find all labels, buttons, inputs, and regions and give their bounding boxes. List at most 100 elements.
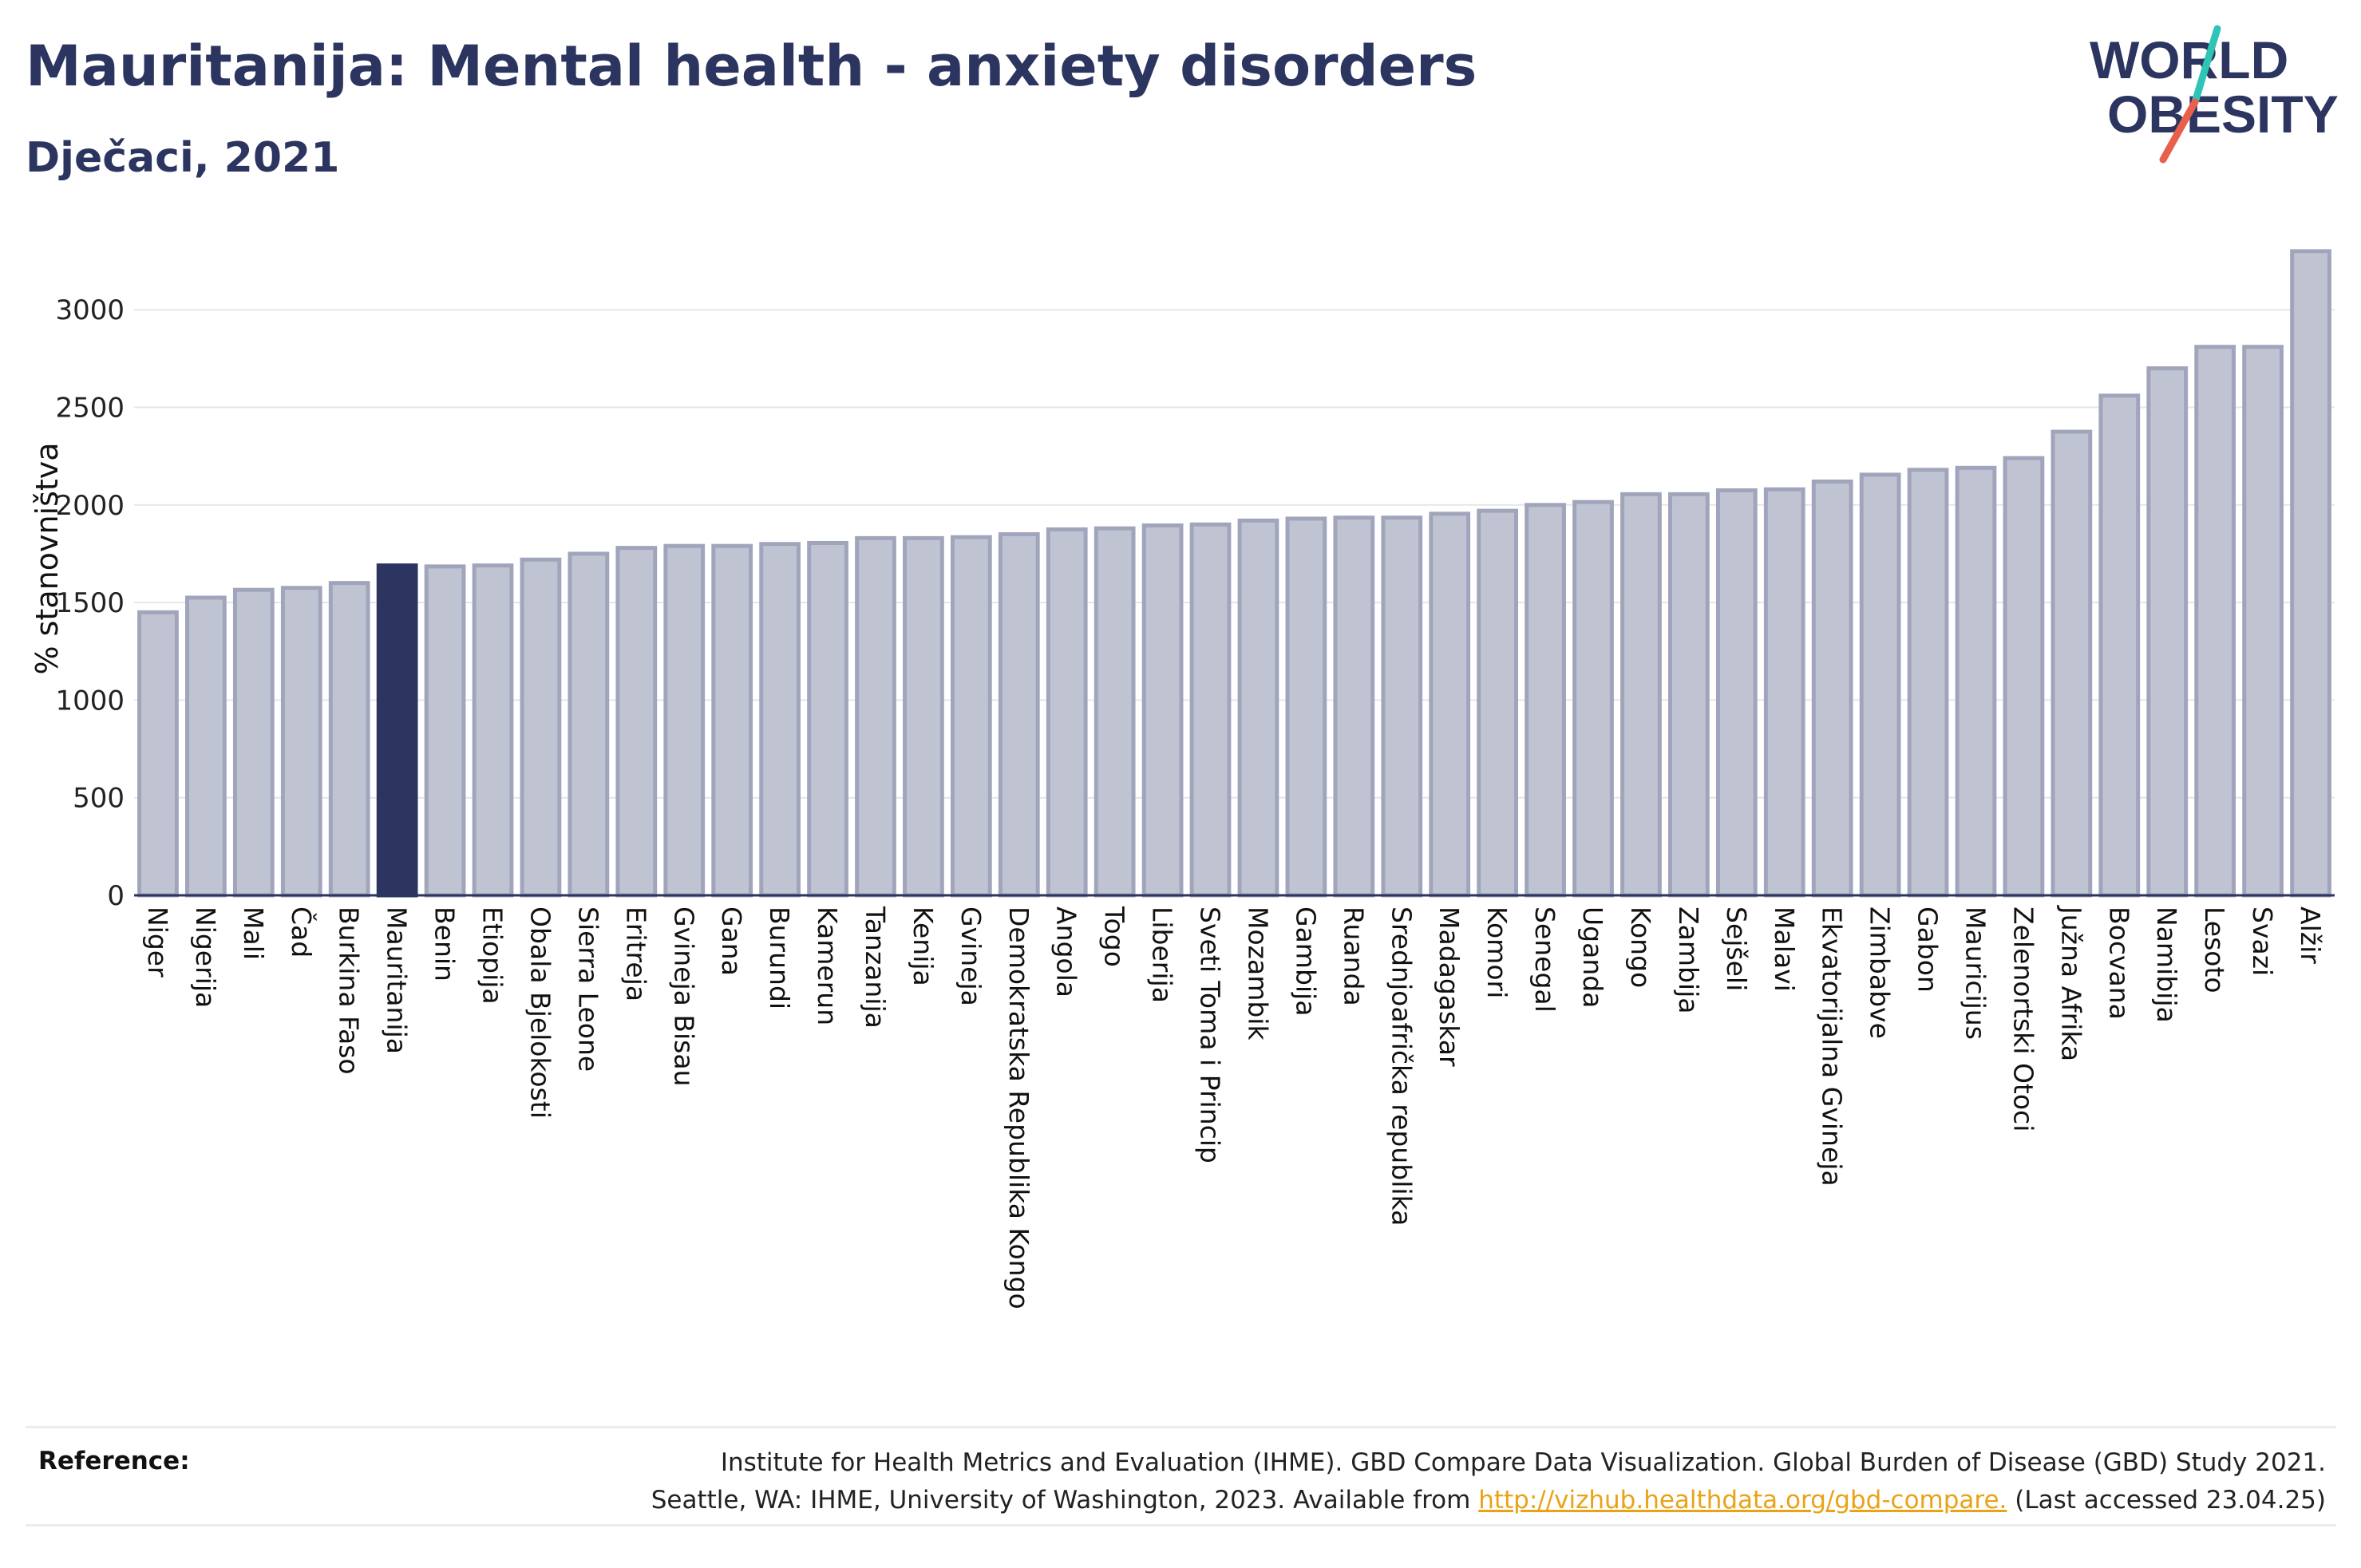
bar [2242, 345, 2284, 898]
x-tick-label: Tanzanija [860, 906, 891, 1029]
bar [137, 610, 179, 898]
x-tick-label: Burkina Faso [334, 906, 365, 1075]
y-tick-label: 2000 [55, 490, 125, 522]
y-tick-label: 0 [107, 880, 125, 912]
bar [1429, 511, 1471, 898]
logo-slash-red [2159, 98, 2199, 164]
reference-link[interactable]: http://vizhub.healthdata.org/gbd-compare… [1478, 1486, 2007, 1515]
bar [1381, 515, 1423, 898]
bar [232, 587, 275, 898]
y-axis-label: % stanovništva [30, 442, 65, 674]
bar [2290, 249, 2331, 898]
bar [759, 542, 801, 898]
x-tick-label: Mauricijus [1960, 906, 1991, 1040]
bar [568, 551, 610, 898]
x-tick-label: Gambija [1290, 906, 1321, 1016]
x-tick-label: Mali [238, 906, 269, 960]
bar [711, 543, 753, 898]
x-tick-label: Eritreja [620, 906, 651, 1001]
x-tick-label: Ruanda [1338, 906, 1369, 1006]
bar [1620, 492, 1662, 898]
bar [2003, 456, 2045, 898]
x-tick-label: Sveti Toma i Princip [1195, 906, 1226, 1163]
bar [472, 563, 514, 898]
bar [520, 557, 562, 898]
x-tick-label: Svazi [2247, 906, 2278, 976]
x-tick-label: Komori [1481, 906, 1513, 998]
bar [1477, 508, 1519, 898]
x-tick-label: Kamerun [812, 906, 843, 1025]
bar [1668, 492, 1710, 898]
y-tick-label: 1000 [55, 685, 125, 717]
x-tick-label: Burundi [764, 906, 795, 1009]
bar [1715, 488, 1758, 898]
bar [1237, 518, 1279, 898]
world-obesity-logo: WORLD OBESITY [2090, 25, 2339, 164]
bars [137, 249, 2331, 898]
x-tick-label: Mauritanija [382, 906, 413, 1054]
x-tick-label: Južna Afrika [2055, 905, 2086, 1061]
x-tick-label: Ekvatorijalna Gvineja [1817, 906, 1848, 1187]
bar [424, 564, 466, 898]
bar [1907, 468, 1949, 898]
x-tick-label: Gvineja Bisau [668, 906, 699, 1087]
x-tick-label: Gana [716, 906, 747, 976]
labels: 0 500 1000 1500 2000 2500 3000 Niger Nigerija Mal… [30, 294, 2326, 1309]
bar [2194, 345, 2236, 898]
chart-subtitle: Dječaci, 2021 [26, 134, 340, 182]
x-tick-label: Bocvana [2103, 906, 2134, 1020]
footer-divider-top [26, 1426, 2336, 1428]
x-tick-label: Sierra Leone [572, 906, 603, 1072]
bar [1955, 465, 1997, 898]
bar [1333, 515, 1375, 898]
x-tick-label: Mozambik [1242, 906, 1273, 1041]
x-tick-label: Etiopija [477, 906, 508, 1005]
y-tick-label: 3000 [55, 294, 125, 326]
x-tick-label: Uganda [1577, 906, 1608, 1008]
reference-line-2: Seattle, WA: IHME, University of Washing… [651, 1482, 2326, 1519]
x-tick-label: Gabon [1912, 906, 1944, 993]
bar [1859, 472, 1901, 898]
x-tick-label: Srednjoafrička republika [1386, 906, 1417, 1226]
y-tick-label: 500 [73, 783, 125, 815]
bar [998, 531, 1040, 898]
bar [280, 586, 322, 898]
footer-divider-bottom [26, 1524, 2336, 1527]
bar [376, 563, 418, 898]
reference-line-1: Institute for Health Metrics and Evaluat… [720, 1448, 2326, 1477]
bar [1046, 527, 1088, 898]
reference-label: Reference: [38, 1447, 190, 1475]
reference-line-2-prefix: Seattle, WA: IHME, University of Washing… [651, 1486, 1471, 1515]
x-tick-label: Togo [1099, 906, 1130, 967]
x-tick-label: Kenija [908, 906, 939, 986]
bar [2146, 366, 2189, 898]
chart-title: Mauritanija: Mental health - anxiety dis… [26, 34, 1477, 99]
x-tick-label: Obala Bjelokosti [524, 906, 556, 1119]
x-tick-label: Gvineja [955, 906, 987, 1006]
x-tick-label: Demokratska Republika Kongo [1003, 906, 1034, 1309]
x-tick-label: Angola [1051, 906, 1082, 997]
bar [1093, 526, 1136, 898]
bar [1285, 516, 1327, 898]
bar [185, 595, 227, 898]
bar [807, 540, 848, 898]
x-tick-label: Benin [429, 906, 461, 981]
x-tick-label: Nigerija [190, 906, 221, 1008]
bar [1763, 487, 1805, 898]
x-tick-label: Niger [142, 906, 173, 978]
bar [903, 535, 944, 898]
x-tick-label: Liberija [1147, 906, 1178, 1003]
bar [855, 535, 896, 898]
bar [615, 546, 658, 898]
bar [1525, 503, 1566, 898]
bar-chart: 0 500 1000 1500 2000 2500 3000 Niger Nigerija Mal… [30, 249, 2335, 1309]
y-tick-label: 2500 [55, 393, 125, 425]
x-tick-label: Madagaskar [1434, 906, 1465, 1067]
x-tick-label: Namibija [2151, 906, 2182, 1023]
bar [2098, 393, 2141, 898]
bar [1189, 522, 1232, 898]
bar [950, 535, 992, 898]
bar [328, 581, 370, 898]
x-tick-label: Zelenortski Otoci [2007, 906, 2039, 1132]
x-tick-label: Senegal [1529, 906, 1560, 1013]
